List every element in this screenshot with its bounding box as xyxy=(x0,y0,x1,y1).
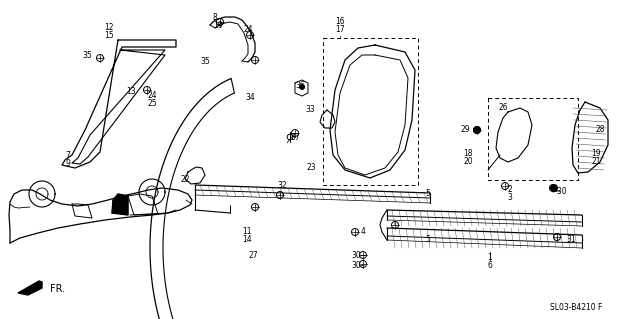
Text: 9: 9 xyxy=(65,159,70,167)
Text: 16: 16 xyxy=(335,18,345,26)
Text: 3: 3 xyxy=(508,194,513,203)
Text: –30: –30 xyxy=(553,188,567,197)
Text: 12: 12 xyxy=(104,23,114,32)
Text: 6: 6 xyxy=(488,262,492,271)
Text: 15: 15 xyxy=(104,31,114,40)
Text: 22: 22 xyxy=(180,175,189,184)
Text: 24: 24 xyxy=(147,91,157,100)
Text: 21: 21 xyxy=(591,157,601,166)
Circle shape xyxy=(474,127,481,133)
Text: 35: 35 xyxy=(200,57,210,66)
Text: 35: 35 xyxy=(82,50,92,60)
Text: 10: 10 xyxy=(213,20,223,29)
Text: 25: 25 xyxy=(147,99,157,108)
Text: 7: 7 xyxy=(65,151,70,160)
Text: 30–: 30– xyxy=(351,250,365,259)
Text: 18: 18 xyxy=(463,149,473,158)
Polygon shape xyxy=(18,281,42,295)
Text: 14: 14 xyxy=(242,235,252,244)
Text: 19: 19 xyxy=(591,149,601,158)
Text: 30–: 30– xyxy=(351,261,365,270)
Text: 26: 26 xyxy=(498,103,508,113)
Circle shape xyxy=(300,85,305,90)
Text: SL03-B4210 F: SL03-B4210 F xyxy=(550,303,602,313)
Polygon shape xyxy=(112,194,128,215)
Text: 37: 37 xyxy=(290,133,300,143)
Text: 4: 4 xyxy=(360,227,365,236)
Text: 17: 17 xyxy=(335,26,345,34)
Text: 23: 23 xyxy=(306,162,316,172)
Text: 11: 11 xyxy=(243,227,252,236)
Text: 2: 2 xyxy=(508,186,513,195)
Text: 27: 27 xyxy=(248,250,258,259)
Text: 1: 1 xyxy=(488,254,492,263)
Text: 5: 5 xyxy=(426,189,431,197)
Text: 5: 5 xyxy=(426,235,431,244)
Text: 36: 36 xyxy=(295,80,305,90)
Text: 31: 31 xyxy=(566,235,576,244)
Text: 28: 28 xyxy=(595,125,605,135)
Text: 20: 20 xyxy=(463,157,473,166)
Text: 29: 29 xyxy=(460,125,470,135)
Text: 33: 33 xyxy=(305,106,315,115)
Text: 13: 13 xyxy=(126,87,136,97)
Text: 8: 8 xyxy=(212,12,218,21)
Text: FR.: FR. xyxy=(50,284,65,294)
Text: 24: 24 xyxy=(243,26,253,34)
Circle shape xyxy=(550,184,557,191)
Text: 32: 32 xyxy=(277,181,287,189)
Text: 34: 34 xyxy=(245,93,255,101)
